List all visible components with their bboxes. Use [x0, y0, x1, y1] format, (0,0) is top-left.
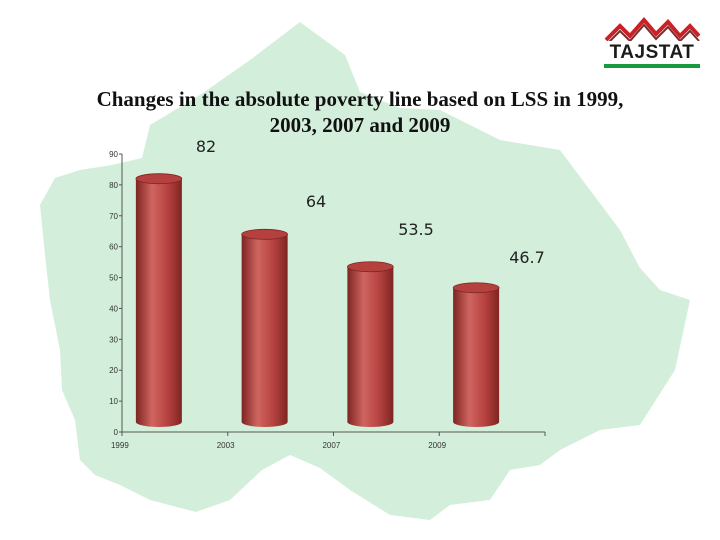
x-axis: 1999 2003 2007 2009 [111, 431, 546, 450]
bar-2003 [241, 228, 289, 427]
y-tick-label: 90 [109, 150, 118, 159]
logo-green-stripe [604, 61, 700, 68]
bar-top [346, 261, 394, 273]
chart-title-line-2: 2003, 2007 and 2009 [269, 113, 451, 137]
y-tick-label: 60 [109, 243, 118, 252]
data-labels: 82 64 53.5 46.7 [196, 137, 545, 267]
x-tick-label: 2003 [217, 441, 235, 450]
x-tick-label: 1999 [111, 441, 129, 450]
bar-body [135, 178, 182, 427]
chart-title-line-1: Changes in the absolute poverty line bas… [96, 87, 624, 111]
data-label-2003: 64 [306, 192, 326, 211]
bars [135, 173, 500, 427]
y-tick-label: 10 [109, 397, 118, 406]
x-tick-label: 2007 [322, 441, 340, 450]
logo-text: TAJSTAT [604, 41, 700, 64]
data-label-2007: 53.5 [398, 220, 434, 239]
bar-2009 [452, 282, 500, 427]
bar-body [347, 266, 394, 427]
y-tick-label: 30 [109, 335, 118, 344]
bar-top [135, 173, 183, 185]
bar-top [241, 228, 289, 240]
y-tick-label: 40 [109, 304, 118, 313]
logo-mountain-red [604, 16, 700, 42]
data-label-1999: 82 [196, 137, 216, 156]
y-tick-label: 80 [109, 181, 118, 190]
chart-title: Changes in the absolute poverty line bas… [20, 86, 700, 138]
data-label-2009: 46.7 [509, 248, 545, 267]
bar-1999 [135, 173, 183, 427]
y-tick-label: 0 [114, 428, 119, 437]
y-tick-label: 50 [109, 274, 118, 283]
bar-body [453, 287, 500, 427]
y-tick-label: 20 [109, 366, 118, 375]
bar-2007 [346, 261, 394, 427]
bar-top [452, 282, 500, 294]
y-tick-label: 70 [109, 212, 118, 221]
x-tick-label: 2009 [428, 441, 446, 450]
y-axis: 0 10 20 30 40 50 60 70 80 90 [109, 150, 123, 437]
bar-body [241, 234, 288, 427]
logo-mountain-dark [605, 23, 700, 46]
